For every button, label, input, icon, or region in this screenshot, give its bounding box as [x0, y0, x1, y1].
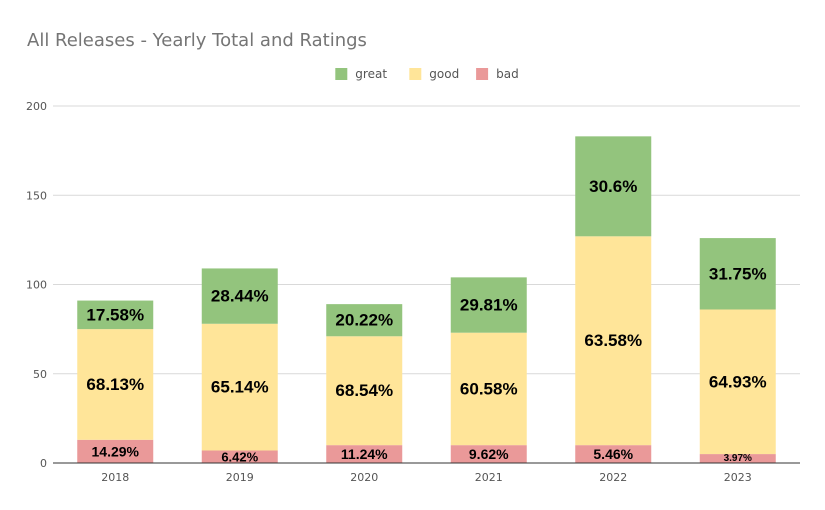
legend-label-good: good — [429, 67, 459, 81]
bar-great-2022 — [575, 136, 652, 237]
chart-title: All Releases - Yearly Total and Ratings — [27, 30, 367, 51]
gridlines — [53, 105, 800, 375]
bar-great-2018 — [77, 300, 154, 330]
bar-good-2019 — [201, 323, 278, 451]
bar-group-2023: 3.97% 64.93% 31.75% — [699, 238, 776, 464]
legend-swatch-good — [409, 68, 422, 80]
bar-group-2020: 11.24% 68.54% 20.22% — [326, 304, 403, 463]
data-label-great-2018: 17.58% — [86, 305, 144, 324]
legend-swatch-bad — [476, 68, 489, 80]
x-tick-label: 2023 — [724, 471, 752, 484]
bar-bad-2020 — [326, 445, 403, 463]
data-label-bad-2018: 14.29% — [92, 443, 140, 459]
bar-good-2022 — [575, 236, 652, 446]
data-label-bad-2023: 3.97% — [724, 453, 752, 464]
data-label-bad-2019: 6.42% — [221, 449, 258, 464]
bar-great-2020 — [326, 304, 403, 337]
bar-good-2023 — [699, 309, 776, 455]
data-label-bad-2020: 11.24% — [341, 446, 388, 462]
data-label-bad-2021: 9.62% — [469, 446, 509, 462]
bar-bad-2023 — [699, 454, 776, 463]
data-label-great-2023: 31.75% — [709, 264, 767, 283]
bar-good-2018 — [77, 329, 154, 440]
legend-label-bad: bad — [496, 67, 519, 81]
x-tick-label: 2020 — [350, 471, 378, 484]
data-label-good-2020: 68.54% — [335, 381, 393, 400]
bar-bad-2021 — [450, 445, 527, 463]
bar-group-2019: 6.42% 65.14% 28.44% — [201, 268, 278, 464]
bar-group-2021: 9.62% 60.58% 29.81% — [450, 277, 527, 463]
bar-good-2021 — [450, 332, 527, 446]
y-axis-ticks: 0 50 100 150 200 — [26, 100, 47, 470]
bars: 14.29% 68.13% 17.58% 6.42% 65.14% 28.44% 11.24… — [77, 136, 776, 464]
bar-great-2019 — [201, 268, 278, 324]
data-label-good-2021: 60.58% — [460, 379, 518, 398]
bar-group-2022: 5.46% 63.58% 30.6% — [575, 136, 652, 463]
x-tick-label: 2018 — [101, 471, 129, 484]
y-tick-label: 100 — [26, 279, 47, 292]
data-label-great-2020: 20.22% — [335, 311, 393, 330]
bar-bad-2018 — [77, 439, 154, 463]
data-label-great-2021: 29.81% — [460, 296, 518, 315]
x-tick-label: 2021 — [475, 471, 503, 484]
legend-label-great: great — [355, 67, 387, 81]
legend-swatch-great — [335, 68, 348, 80]
data-label-bad-2022: 5.46% — [593, 446, 633, 462]
bar-good-2020 — [326, 336, 403, 446]
x-tick-label: 2022 — [599, 471, 627, 484]
data-label-good-2019: 65.14% — [211, 378, 269, 397]
data-label-good-2018: 68.13% — [86, 375, 144, 394]
bar-bad-2022 — [575, 445, 652, 463]
bar-group-2018: 14.29% 68.13% 17.58% — [77, 300, 154, 463]
y-tick-label: 150 — [26, 189, 47, 202]
y-tick-label: 200 — [26, 100, 47, 113]
data-label-great-2019: 28.44% — [211, 287, 269, 306]
bar-bad-2019 — [201, 450, 278, 463]
y-tick-label: 50 — [33, 368, 47, 381]
legend: great good bad — [335, 67, 519, 81]
data-label-great-2022: 30.6% — [589, 177, 637, 196]
bar-great-2023 — [699, 238, 776, 310]
y-tick-label: 0 — [40, 457, 47, 470]
data-label-good-2023: 64.93% — [709, 372, 767, 391]
x-tick-label: 2019 — [226, 471, 254, 484]
bar-great-2021 — [450, 277, 527, 333]
x-axis-ticks: 2018 2019 2020 2021 2022 2023 — [101, 471, 752, 484]
data-label-good-2022: 63.58% — [584, 331, 642, 350]
